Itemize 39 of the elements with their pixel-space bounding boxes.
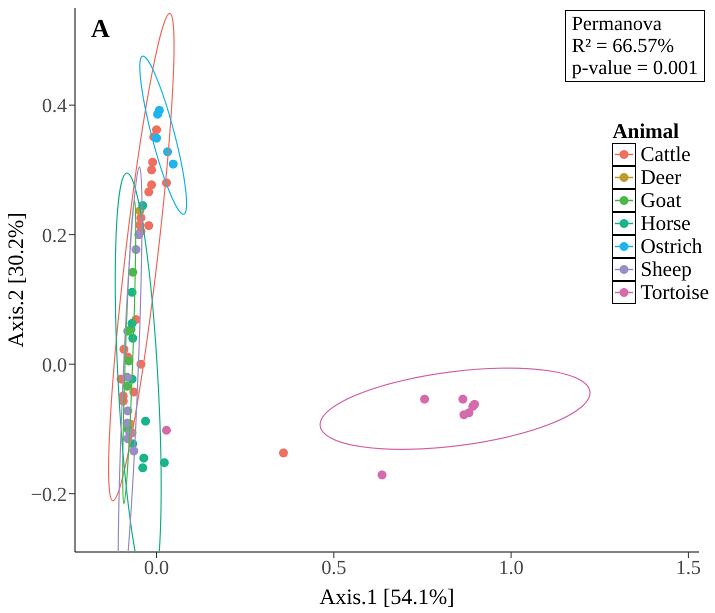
legend-label: Sheep	[640, 257, 692, 281]
point	[147, 180, 156, 190]
point	[459, 410, 468, 420]
x-tick-label: 1.0	[498, 557, 524, 580]
legend-label: Ostrich	[640, 234, 702, 258]
point	[458, 394, 468, 404]
annotation: Permanova	[572, 13, 663, 35]
point	[420, 394, 430, 404]
x-tick-label: 0.0	[144, 557, 170, 580]
point	[152, 134, 162, 143]
annotation: R² = 66.57%	[572, 35, 676, 57]
point	[138, 463, 148, 472]
legend-label: Horse	[640, 211, 691, 235]
point	[152, 125, 162, 134]
annotation: p-value = 0.001	[572, 57, 698, 79]
legend-label: Cattle	[640, 142, 691, 166]
point	[168, 160, 178, 169]
point	[144, 221, 154, 230]
y-tick-label: 0.2	[42, 224, 67, 247]
point	[153, 110, 162, 119]
point	[147, 165, 156, 174]
legend-title: Animal	[612, 119, 680, 143]
x-tick-label: 0.5	[321, 557, 346, 580]
legend-label: Tortoise	[640, 280, 709, 304]
y-tick-label: −0.2	[30, 484, 67, 506]
point	[144, 187, 154, 196]
annotation: A	[91, 14, 110, 44]
point	[162, 426, 171, 435]
x-axis-title: Axis.1 [54.1%]	[319, 584, 455, 609]
point	[141, 416, 150, 426]
point	[139, 454, 148, 463]
point	[378, 470, 387, 480]
point	[148, 158, 158, 167]
y-tick-label: 0.0	[42, 354, 67, 376]
y-tick-label: 0.4	[42, 95, 67, 118]
point	[278, 448, 288, 458]
x-tick-label: 1.5	[676, 557, 701, 580]
legend-label: Deer	[640, 165, 682, 189]
legend-label: Goat	[640, 188, 682, 212]
